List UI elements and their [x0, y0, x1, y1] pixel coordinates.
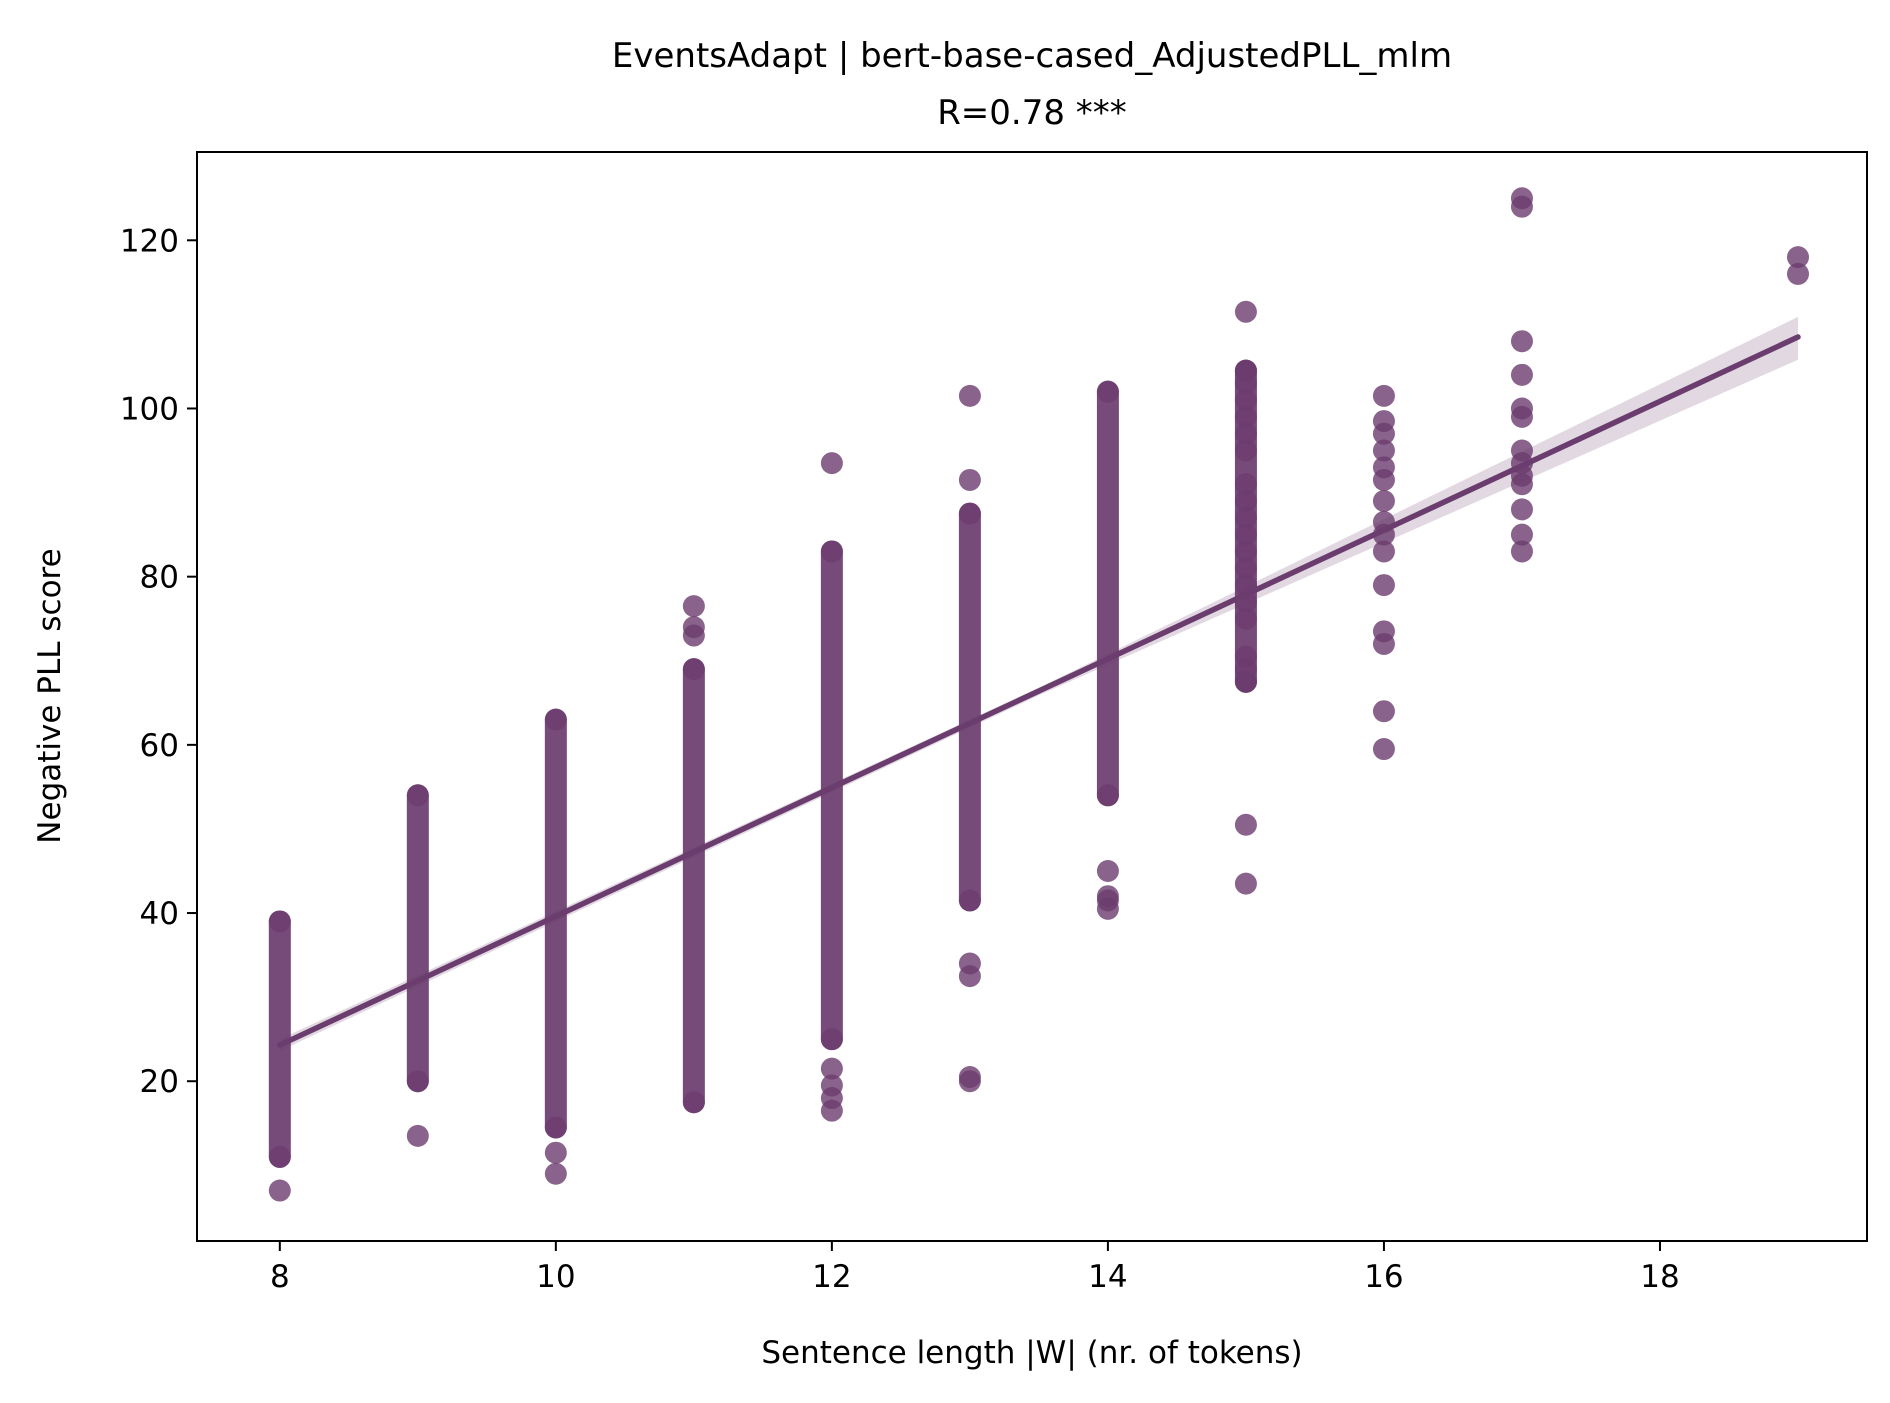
data-point [1510, 405, 1533, 428]
y-tick-label: 80 [140, 560, 179, 596]
data-point [958, 502, 981, 525]
data-point [1786, 246, 1809, 269]
data-point [1510, 540, 1533, 563]
data-point [1096, 784, 1119, 807]
data-point [682, 616, 705, 639]
data-point [682, 595, 705, 618]
data-point [1234, 540, 1257, 563]
data-point [1234, 405, 1257, 428]
chart-title: EventsAdapt | bert-base-cased_AdjustedPL… [612, 36, 1452, 76]
x-axis: 8 10 12 14 16 18 [270, 1241, 1680, 1295]
data-point [1234, 607, 1257, 630]
data-point [1234, 813, 1257, 836]
data-point [820, 1074, 843, 1097]
data-point [958, 384, 981, 407]
data-point [1234, 523, 1257, 546]
data-point [958, 468, 981, 491]
y-axis: 20 40 60 80 100 120 [120, 223, 197, 1100]
data-point [1510, 330, 1533, 353]
data-point [1096, 859, 1119, 882]
fit-layer [277, 316, 1801, 1051]
data-point [1372, 540, 1395, 563]
data-point [958, 889, 981, 912]
data-point [1372, 439, 1395, 462]
x-tick-label: 14 [1088, 1259, 1127, 1295]
data-point [1510, 523, 1533, 546]
x-axis-label: Sentence length |W| (nr. of tokens) [761, 1335, 1302, 1371]
data-point [1510, 498, 1533, 521]
data-point [1372, 384, 1395, 407]
data-point [1234, 300, 1257, 323]
data-point [1234, 473, 1257, 496]
x-tick-label: 18 [1640, 1259, 1679, 1295]
data-point [406, 1124, 429, 1147]
data-point [1372, 574, 1395, 597]
y-tick-label: 100 [120, 391, 179, 427]
data-point [1372, 738, 1395, 761]
data-point [820, 540, 843, 563]
regression-line [277, 334, 1801, 1048]
chart-subtitle: R=0.78 *** [937, 93, 1127, 133]
data-point [406, 1070, 429, 1093]
data-point [1096, 380, 1119, 403]
data-point [544, 1141, 567, 1164]
data-point [1234, 372, 1257, 395]
data-point [1510, 363, 1533, 386]
data-point [1234, 557, 1257, 580]
x-tick-label: 16 [1364, 1259, 1403, 1295]
data-point [1510, 473, 1533, 496]
data-point [544, 708, 567, 731]
data-point [1372, 632, 1395, 655]
data-point [1096, 885, 1119, 908]
y-tick-label: 60 [140, 728, 179, 764]
y-tick-label: 40 [140, 896, 179, 932]
data-point [268, 1179, 291, 1202]
plot-frame [196, 151, 1868, 1242]
data-point [1234, 506, 1257, 529]
y-tick-label: 120 [120, 223, 179, 259]
data-point [1786, 262, 1809, 285]
data-point [1234, 872, 1257, 895]
data-point [1234, 670, 1257, 693]
scatter-layer [268, 187, 1809, 1202]
data-point [1234, 439, 1257, 462]
data-point [1234, 389, 1257, 412]
x-tick-label: 12 [812, 1259, 851, 1295]
data-point [1372, 700, 1395, 723]
data-point [1372, 422, 1395, 445]
data-point [544, 1162, 567, 1185]
data-point [1510, 195, 1533, 218]
data-point [820, 452, 843, 475]
data-point [544, 1116, 567, 1139]
data-point [268, 1145, 291, 1168]
data-point [1372, 468, 1395, 491]
data-point [1234, 489, 1257, 512]
data-point [1234, 422, 1257, 445]
y-tick-label: 20 [140, 1064, 179, 1100]
data-point [958, 1066, 981, 1089]
data-point [682, 658, 705, 681]
data-point [820, 1028, 843, 1051]
x-tick-label: 8 [270, 1259, 290, 1295]
data-point [268, 910, 291, 933]
data-point [682, 1091, 705, 1114]
y-axis-label: Negative PLL score [32, 548, 68, 843]
data-point [406, 784, 429, 807]
data-point [958, 952, 981, 975]
data-point [820, 1057, 843, 1080]
x-tick-label: 10 [536, 1259, 575, 1295]
data-point [1372, 489, 1395, 512]
